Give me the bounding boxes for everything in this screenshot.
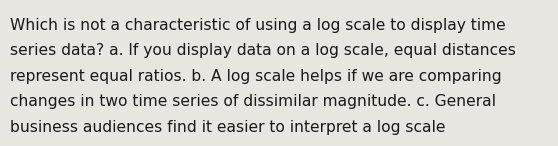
- Text: changes in two time series of dissimilar magnitude. c. General: changes in two time series of dissimilar…: [10, 94, 496, 109]
- Text: Which is not a characteristic of using a log scale to display time: Which is not a characteristic of using a…: [10, 18, 506, 33]
- Text: business audiences find it easier to interpret a log scale: business audiences find it easier to int…: [10, 120, 445, 135]
- Text: represent equal ratios. b. A log scale helps if we are comparing: represent equal ratios. b. A log scale h…: [10, 69, 502, 84]
- Text: series data? a. If you display data on a log scale, equal distances: series data? a. If you display data on a…: [10, 43, 516, 58]
